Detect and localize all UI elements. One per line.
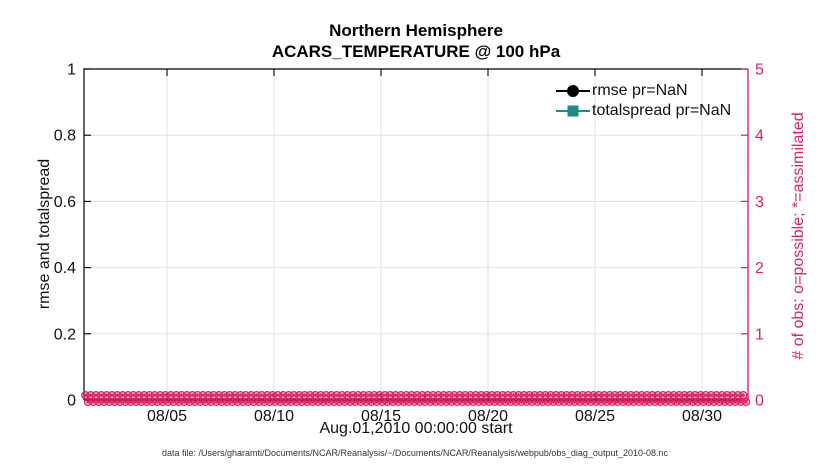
legend-item-rmse: rmse pr=NaN	[556, 81, 731, 101]
svg-text:0: 0	[67, 393, 76, 410]
svg-text:08/25: 08/25	[575, 408, 615, 425]
svg-text:08/20: 08/20	[468, 408, 508, 425]
assimilated-asterisks	[83, 393, 749, 404]
svg-text:3: 3	[755, 194, 764, 211]
right-axis-label: # of obs: o=possible; *=assimilated	[790, 112, 807, 360]
obs-marker-band	[81, 391, 751, 406]
x-axis-label: Aug.01,2010 00:00:00 start	[319, 420, 513, 437]
svg-text:1: 1	[755, 326, 764, 343]
svg-text:2: 2	[755, 260, 764, 277]
data-file-note: data file: /Users/gharamti/Documents/NCA…	[161, 448, 668, 458]
totalspread-square-marker-icon	[567, 105, 579, 117]
svg-text:1: 1	[67, 62, 76, 79]
rmse-circle-marker-icon	[567, 84, 579, 97]
left-axis-label: rmse and totalspread	[36, 158, 53, 310]
legend: rmse pr=NaN totalspread pr=NaN	[556, 81, 731, 121]
svg-text:4: 4	[755, 128, 764, 145]
rmse-line-sample	[556, 84, 590, 97]
svg-text:0.4: 0.4	[54, 260, 76, 277]
svg-text:08/10: 08/10	[254, 408, 294, 425]
chart-title-line2: ACARS_TEMPERATURE @ 100 hPa	[271, 42, 561, 61]
chart-title-line1: Northern Hemisphere	[329, 21, 503, 40]
svg-text:0.2: 0.2	[54, 326, 76, 343]
svg-text:08/05: 08/05	[147, 408, 187, 425]
x-gridlines	[166, 69, 703, 400]
svg-text:0.8: 0.8	[54, 128, 76, 145]
tick-labels: 0 0.2 0.4 0.6 0.8 1 0 1 2 3 4 5 08/05 08/10 08/15 08/20…	[54, 62, 764, 426]
legend-label-rmse: rmse pr=NaN	[592, 82, 688, 99]
svg-text:0: 0	[755, 393, 764, 410]
svg-text:08/30: 08/30	[682, 408, 722, 425]
totalspread-line-sample	[556, 105, 590, 117]
legend-label-totalspread: totalspread pr=NaN	[592, 102, 732, 119]
legend-item-totalspread: totalspread pr=NaN	[556, 101, 731, 121]
svg-text:0.6: 0.6	[54, 194, 76, 211]
svg-text:5: 5	[755, 62, 764, 79]
y-gridlines	[84, 134, 748, 335]
svg-text:08/15: 08/15	[361, 408, 401, 425]
